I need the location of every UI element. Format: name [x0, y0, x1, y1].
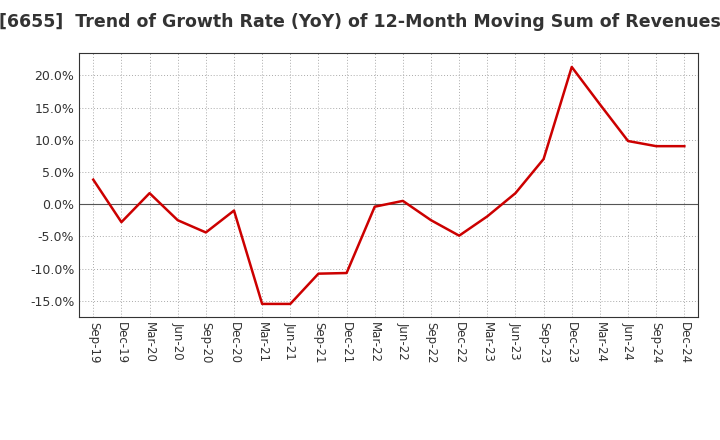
Text: [6655]  Trend of Growth Rate (YoY) of 12-Month Moving Sum of Revenues: [6655] Trend of Growth Rate (YoY) of 12-…	[0, 13, 720, 31]
